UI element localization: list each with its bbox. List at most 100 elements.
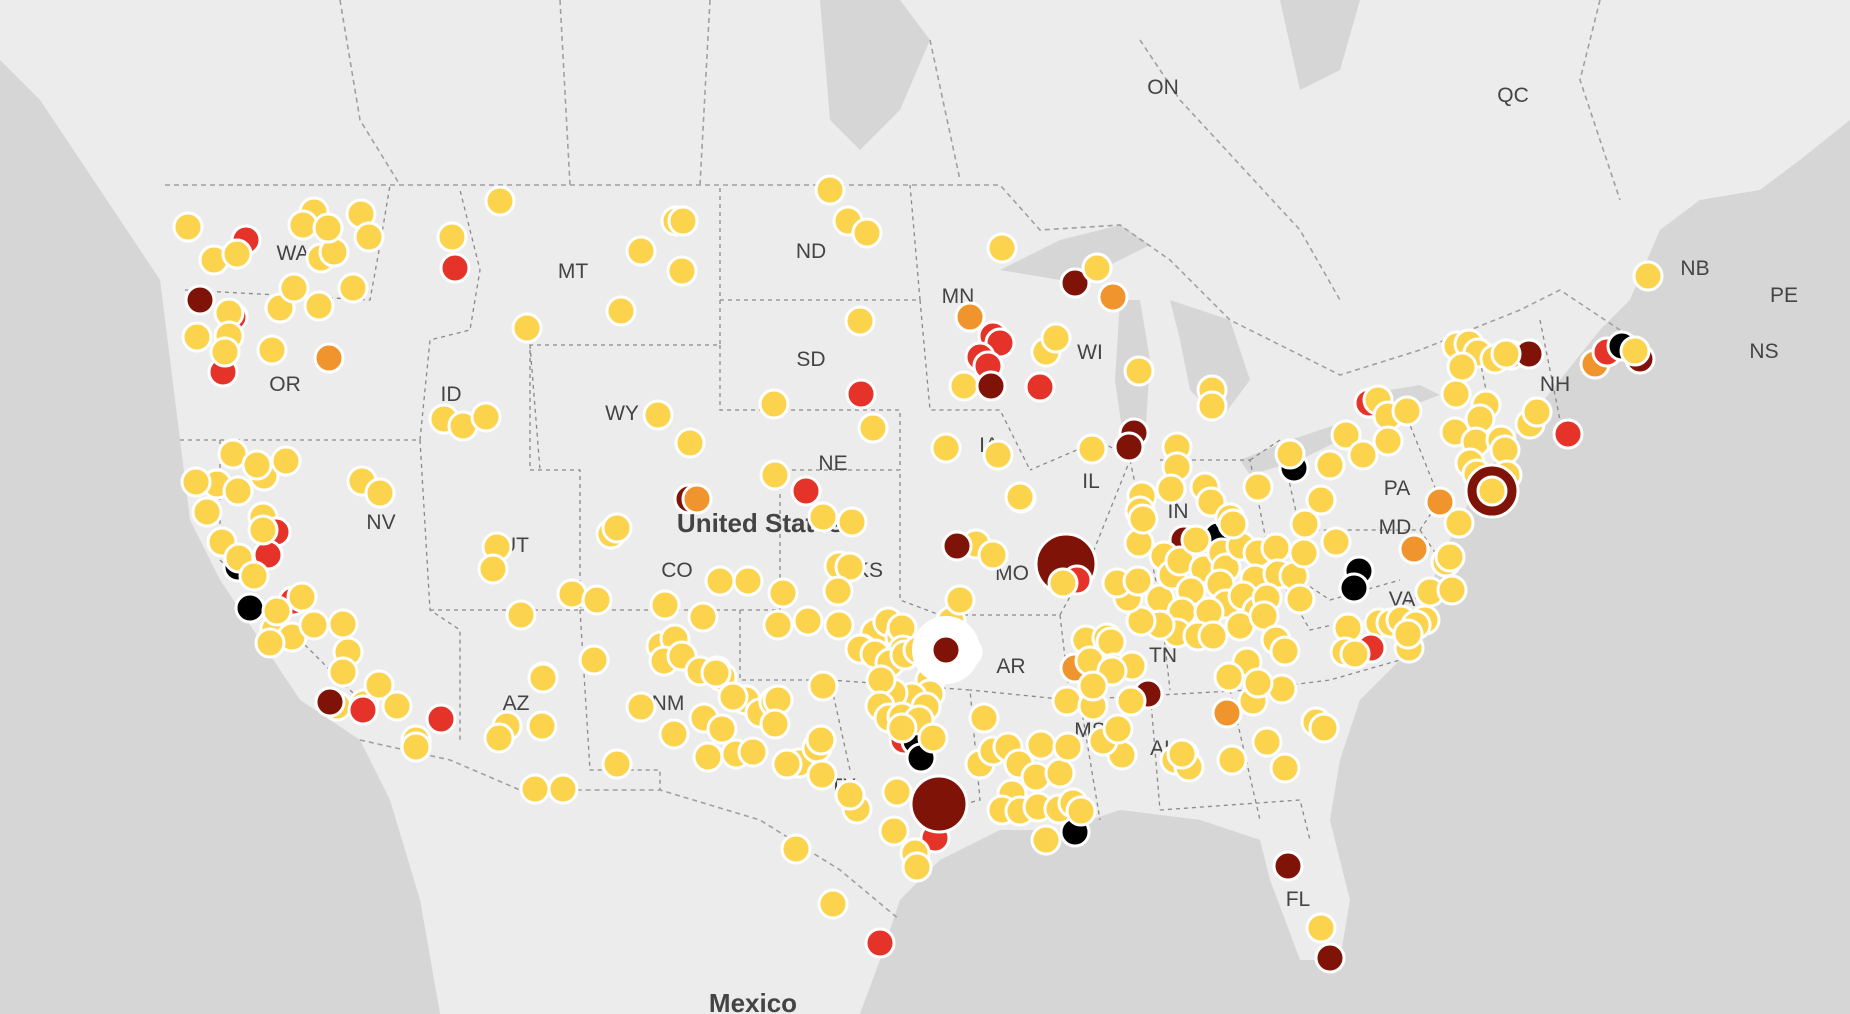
map-marker-yellow[interactable]	[1289, 508, 1321, 540]
map-marker-yellow[interactable]	[581, 584, 613, 616]
map-marker-yellow[interactable]	[1180, 524, 1212, 556]
map-marker-yellow[interactable]	[1044, 757, 1076, 789]
map-marker-yellow[interactable]	[625, 691, 657, 723]
map-marker-yellow[interactable]	[1025, 729, 1057, 761]
map-marker-yellow[interactable]	[930, 432, 962, 464]
map-marker-yellow[interactable]	[1217, 508, 1249, 540]
map-marker-yellow[interactable]	[1242, 471, 1274, 503]
map-marker-yellow[interactable]	[807, 670, 839, 702]
map-marker-yellow[interactable]	[851, 217, 883, 249]
map-marker-yellow[interactable]	[400, 731, 432, 763]
map-marker-yellow[interactable]	[241, 449, 273, 481]
map-marker-yellow[interactable]	[658, 718, 690, 750]
map-marker-yellow[interactable]	[601, 748, 633, 780]
map-marker-yellow[interactable]	[737, 736, 769, 768]
map-marker-yellow[interactable]	[364, 477, 396, 509]
map-marker-dark-red[interactable]	[975, 370, 1007, 402]
map-marker-yellow[interactable]	[1051, 685, 1083, 717]
map-marker-yellow[interactable]	[817, 888, 849, 920]
map-marker-yellow[interactable]	[944, 584, 976, 616]
map-marker-yellow[interactable]	[1197, 620, 1229, 652]
map-marker-yellow[interactable]	[878, 815, 910, 847]
map-marker-yellow[interactable]	[917, 722, 949, 754]
map-marker-yellow[interactable]	[758, 388, 790, 420]
map-marker-yellow[interactable]	[1251, 726, 1283, 758]
map-marker-yellow[interactable]	[312, 212, 344, 244]
map-marker-yellow[interactable]	[625, 235, 657, 267]
map-marker-yellow[interactable]	[649, 589, 681, 621]
map-marker-yellow[interactable]	[759, 708, 791, 740]
map-marker-yellow[interactable]	[1248, 600, 1280, 632]
map-marker-yellow[interactable]	[982, 439, 1014, 471]
map-marker-yellow[interactable]	[1443, 507, 1475, 539]
map-marker-yellow[interactable]	[857, 412, 889, 444]
map-marker-yellow[interactable]	[806, 759, 838, 791]
map-marker-yellow[interactable]	[666, 255, 698, 287]
map-marker-dark-red[interactable]	[930, 634, 962, 666]
map-marker-yellow[interactable]	[578, 644, 610, 676]
map-marker-yellow[interactable]	[1077, 670, 1109, 702]
map-marker-yellow[interactable]	[986, 232, 1018, 264]
map-marker-yellow[interactable]	[519, 773, 551, 805]
map-marker-yellow[interactable]	[692, 741, 724, 773]
map-marker-dark-red[interactable]	[1314, 942, 1346, 974]
map-marker-yellow[interactable]	[762, 609, 794, 641]
map-marker-yellow[interactable]	[1347, 439, 1379, 471]
map-marker-yellow[interactable]	[881, 776, 913, 808]
map-marker-dark-red[interactable]	[941, 530, 973, 562]
map-marker-yellow[interactable]	[363, 669, 395, 701]
map-marker-yellow[interactable]	[511, 312, 543, 344]
map-marker-yellow[interactable]	[1260, 532, 1292, 564]
map-marker-yellow[interactable]	[1330, 419, 1362, 451]
map-marker-yellow[interactable]	[865, 664, 897, 696]
map-marker-yellow[interactable]	[706, 713, 738, 745]
map-marker-yellow[interactable]	[700, 657, 732, 689]
map-marker-yellow[interactable]	[805, 724, 837, 756]
map-marker-dark-red[interactable]	[1272, 850, 1304, 882]
map-marker-yellow[interactable]	[526, 710, 558, 742]
map-marker-yellow[interactable]	[1102, 713, 1134, 745]
map-marker-yellow[interactable]	[1030, 824, 1062, 856]
map-marker-yellow[interactable]	[238, 560, 270, 592]
map-marker-yellow[interactable]	[977, 539, 1009, 571]
map-marker-yellow[interactable]	[381, 690, 413, 722]
map-marker-yellow[interactable]	[1004, 481, 1036, 513]
map-marker-yellow[interactable]	[834, 551, 866, 583]
map-marker-yellow[interactable]	[1288, 537, 1320, 569]
map-marker-yellow[interactable]	[1155, 473, 1187, 505]
map-marker-yellow[interactable]	[1115, 685, 1147, 717]
map-marker-dark-red[interactable]	[1113, 431, 1145, 463]
map-marker-orange[interactable]	[681, 483, 713, 515]
map-marker-yellow[interactable]	[836, 506, 868, 538]
map-marker-yellow[interactable]	[221, 238, 253, 270]
map-marker-yellow[interactable]	[704, 565, 736, 597]
map-marker-yellow[interactable]	[261, 595, 293, 627]
map-marker-yellow[interactable]	[771, 748, 803, 780]
map-marker-yellow[interactable]	[1339, 638, 1371, 670]
map-marker-yellow[interactable]	[477, 553, 509, 585]
map-marker-yellow[interactable]	[1476, 475, 1508, 507]
map-marker-yellow[interactable]	[822, 575, 854, 607]
map-marker-black[interactable]	[234, 592, 266, 624]
map-marker-yellow[interactable]	[337, 272, 369, 304]
map-marker-yellow[interactable]	[1065, 795, 1097, 827]
map-marker-yellow[interactable]	[556, 578, 588, 610]
map-marker-yellow[interactable]	[1122, 565, 1154, 597]
map-marker-red[interactable]	[1024, 371, 1056, 403]
map-marker-yellow[interactable]	[823, 609, 855, 641]
map-marker-yellow[interactable]	[886, 712, 918, 744]
map-marker-yellow[interactable]	[1216, 744, 1248, 776]
map-marker-yellow[interactable]	[547, 773, 579, 805]
map-marker-yellow[interactable]	[353, 221, 385, 253]
map-marker-yellow[interactable]	[1284, 583, 1316, 615]
map-marker-orange[interactable]	[313, 342, 345, 374]
map-marker-yellow[interactable]	[1320, 526, 1352, 558]
map-marker-yellow[interactable]	[844, 305, 876, 337]
map-marker-dark-red[interactable]	[909, 774, 969, 834]
map-marker-orange[interactable]	[1398, 533, 1430, 565]
map-marker-yellow[interactable]	[1392, 618, 1424, 650]
map-marker-red[interactable]	[845, 378, 877, 410]
map-marker-orange[interactable]	[954, 301, 986, 333]
map-marker-yellow[interactable]	[759, 459, 791, 491]
map-marker-yellow[interactable]	[286, 581, 318, 613]
